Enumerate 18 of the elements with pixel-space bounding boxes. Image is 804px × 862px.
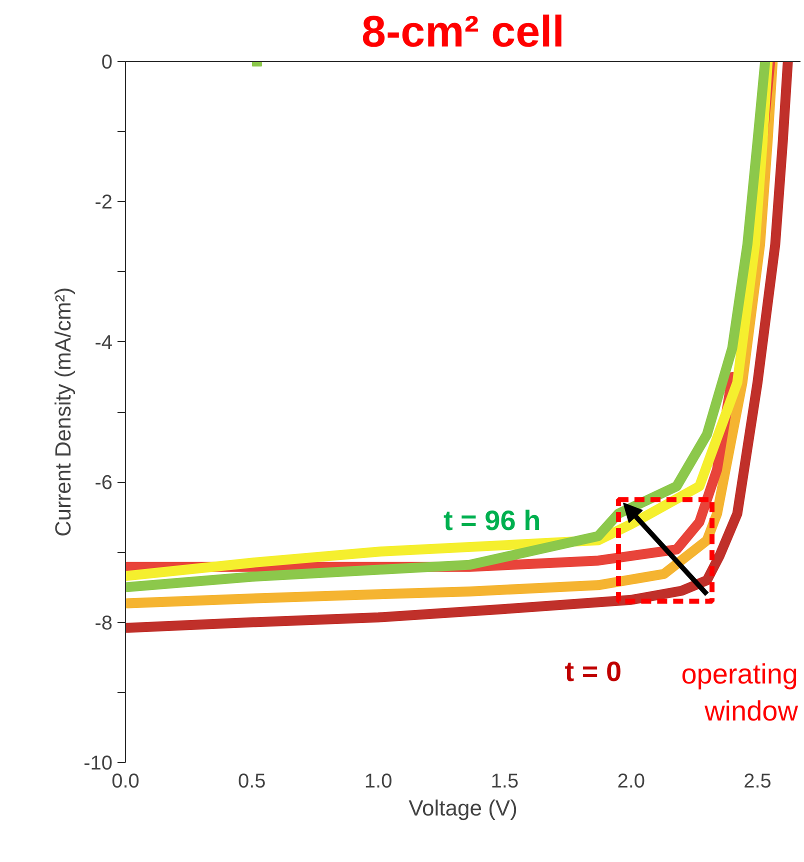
y-tick-label: -4 [94, 332, 113, 354]
x-tick-label: 2.0 [617, 770, 646, 792]
y-tick-label: -8 [94, 612, 113, 634]
y-axis-title: Current Density (mA/cm²) [50, 287, 76, 537]
annotation: operating window [681, 658, 799, 726]
annotation: t = 0 [564, 656, 622, 687]
annotation: t = 96 h [443, 505, 541, 536]
x-tick-label: 1.0 [364, 770, 392, 792]
y-tick-label: -10 [84, 752, 112, 774]
y-tick-label: -2 [94, 192, 113, 214]
y-tick-label: -6 [94, 472, 113, 494]
x-tick-label: 0.0 [112, 770, 140, 792]
x-tick-label: 0.5 [238, 770, 266, 792]
chart-title: 8-cm² cell [362, 8, 564, 56]
y-tick-label: 0 [101, 52, 112, 74]
x-axis-title: Voltage (V) [408, 796, 518, 820]
x-tick-label: 1.5 [490, 770, 519, 792]
x-tick-label: 2.5 [744, 770, 772, 792]
